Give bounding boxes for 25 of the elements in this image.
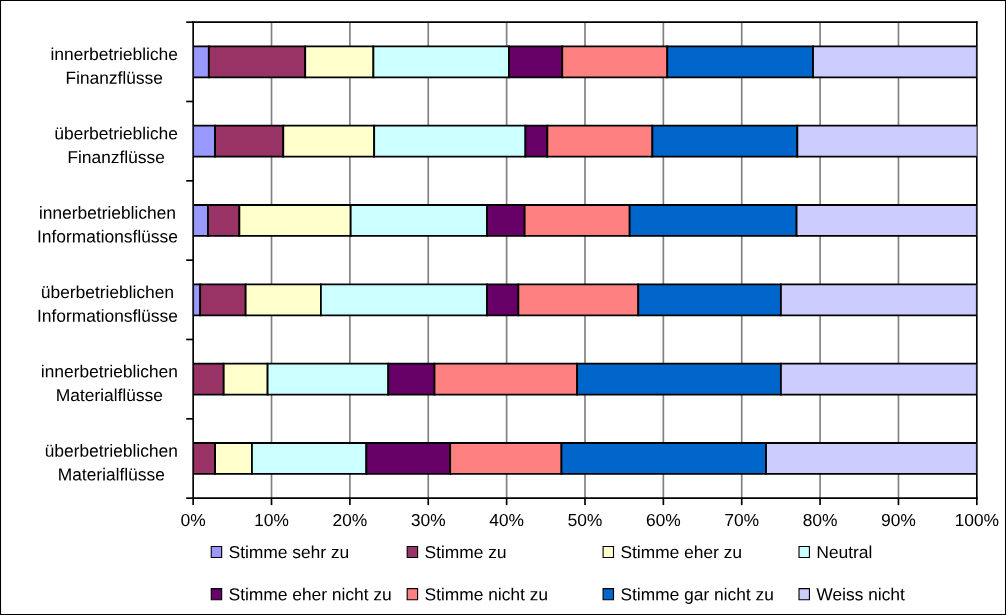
y-tick-label: überbetriebliche Finanzflüsse (55, 126, 178, 164)
x-tick-label: 0% (181, 513, 206, 527)
legend-label: Stimme nicht zu (425, 587, 547, 601)
legend-label: Stimme zu (425, 545, 506, 559)
x-tick-label: 70% (725, 513, 759, 527)
legend-label: Stimme gar nicht zu (621, 587, 773, 604)
legend-label: Neutral (817, 545, 872, 559)
legend-label: Stimme eher zu (621, 545, 741, 559)
x-tick-label: 50% (568, 513, 602, 527)
legend-label: Stimme sehr zu (229, 545, 349, 559)
x-tick-label: 80% (803, 513, 837, 527)
y-tick-label: innerbetrieblichen Materialflüsse (42, 364, 177, 402)
legend-label: Stimme eher nicht zu (229, 587, 391, 601)
y-tick-label: überbetrieblichen Informationsflüsse (38, 285, 178, 322)
y-tick-label: innerbetrieblichen Informationsflüsse (38, 206, 178, 243)
x-tick-label: 30% (411, 513, 446, 527)
x-tick-label: 90% (881, 513, 916, 527)
x-tick-label: 10% (255, 513, 289, 527)
y-tick-label: überbetrieblichen Materialflüsse (45, 444, 177, 481)
x-tick-label: 100% (955, 513, 999, 527)
y-tick-label: innerbetriebliche Finanzflüsse (51, 47, 178, 84)
x-tick-label: 20% (333, 513, 367, 527)
x-tick-label: 40% (489, 513, 524, 527)
x-tick-label: 60% (646, 513, 681, 527)
legend-label: Weiss nicht (816, 587, 905, 601)
